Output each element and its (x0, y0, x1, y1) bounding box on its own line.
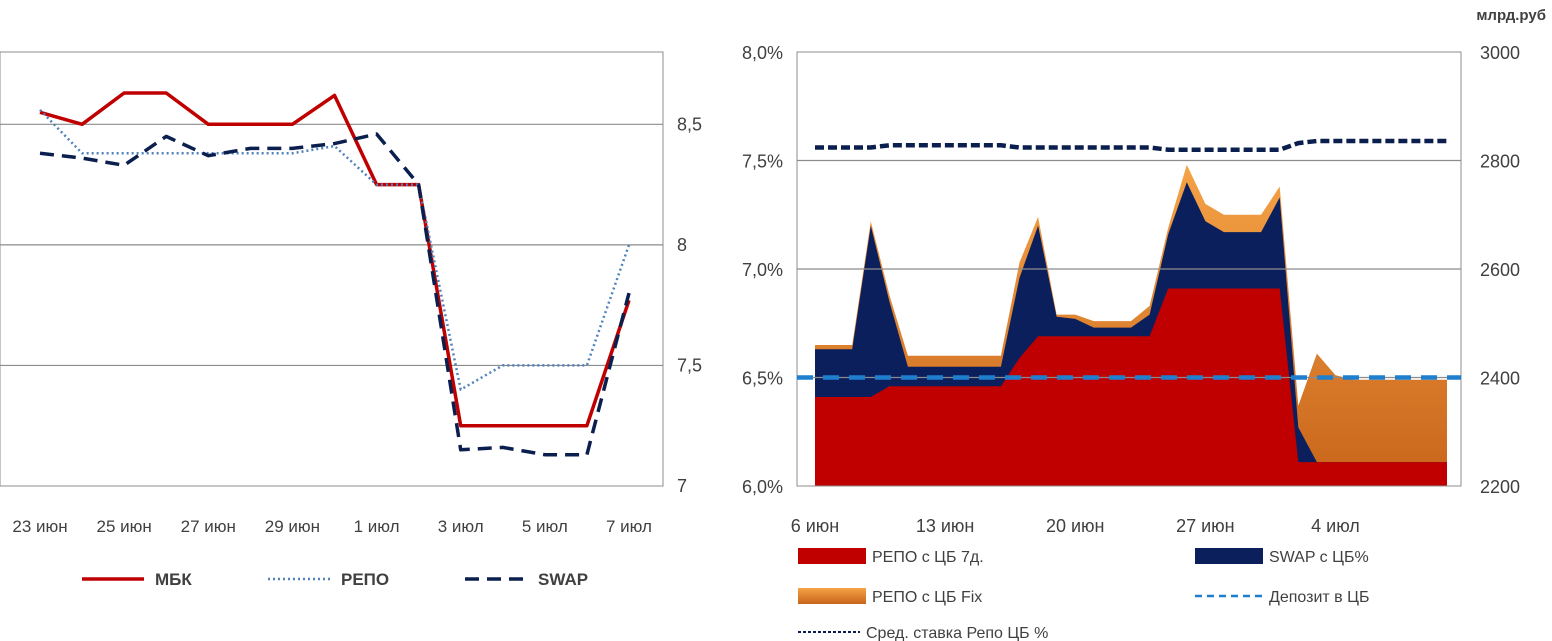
left-x-tick-label: 3 июл (438, 517, 484, 536)
right-y2-tick-label: 2400 (1480, 369, 1520, 389)
left-x-tick-label: 25 июн (97, 517, 152, 536)
right-x-tick-label: 4 июл (1311, 516, 1360, 536)
right-x-tick-label: 20 июн (1046, 516, 1105, 536)
right-stacked-areas (815, 164, 1447, 487)
left-legend-label: SWAP (538, 570, 588, 589)
left-gridlines (0, 123, 663, 367)
right-area-repo-7d (815, 288, 1447, 486)
right-legend-label: SWAP с ЦБ% (1269, 549, 1369, 566)
right-x-tick-label: 13 июн (916, 516, 975, 536)
right-legend-label: РЕПО с ЦБ 7д. (872, 549, 984, 566)
right-y2-tick-label: 2200 (1480, 477, 1520, 497)
right-legend-label: Сред. ставка Репо ЦБ % (866, 625, 1048, 641)
right-y-tick-label: 6,0% (742, 477, 783, 497)
right-y-tick-label: 7,5% (742, 152, 783, 172)
left-plot-area (0, 51, 664, 487)
left-y-tick-label: 8 (677, 235, 687, 255)
right-x-tick-label: 6 июн (791, 516, 840, 536)
left-legend-label: МБК (155, 570, 192, 589)
left-y-tick-label: 7,5 (677, 355, 702, 375)
right-legend-swatch (798, 588, 866, 604)
left-legend-label: РЕПО (341, 570, 389, 589)
right-y2-tick-label: 2800 (1480, 152, 1520, 172)
right-x-tick-label: 27 июн (1176, 516, 1235, 536)
left-y-tick-label: 7 (677, 476, 687, 496)
left-x-tick-label: 27 июн (181, 517, 236, 536)
right-legend-label: РЕПО с ЦБ Fix (872, 589, 982, 606)
right-legend-label: Депозит в ЦБ (1269, 589, 1369, 606)
right-y-tick-label: 7,0% (742, 260, 783, 280)
left-y-tick-label: 8,5 (677, 114, 702, 134)
right-x-tick-labels: 6 июн 13 июн 20 июн 27 июн 4 июл (791, 516, 1360, 536)
right-legend-swatch (1195, 548, 1263, 564)
left-x-tick-label: 29 июн (265, 517, 320, 536)
left-x-tick-labels: 23 июн 25 июн 27 июн 29 июн 1 июл 3 июл 5 июл 7… (12, 517, 652, 536)
right-y2-tick-label: 3000 (1480, 43, 1520, 63)
left-series-line-swap (39, 132, 631, 457)
right-legend: РЕПО с ЦБ 7д. SWAP с ЦБ% РЕПО с ЦБ Fix Депо… (798, 548, 1369, 641)
left-x-tick-label: 1 июл (354, 517, 400, 536)
right-chart: 6,0% 6,5% 7,0% 7,5% 8,0% 2200 2400 2600 2800 300… (742, 7, 1546, 641)
right-line-avg-repo (815, 138, 1447, 152)
right-series-lines (797, 138, 1461, 380)
left-chart: 7 7,5 8 8,5 23 июн 25 июн 27 июн 29 июн 1 июл 3 … (0, 51, 702, 589)
unit-label: млрд.руб (1476, 7, 1546, 24)
left-legend: МБК РЕПО SWAP (82, 570, 588, 589)
left-x-tick-label: 7 июл (606, 517, 652, 536)
right-left-y-tick-labels: 6,0% 6,5% 7,0% 7,5% 8,0% (742, 43, 783, 497)
left-series-line-репо (39, 109, 631, 391)
right-right-y-tick-labels: 2200 2400 2600 2800 3000 (1480, 43, 1520, 497)
right-legend-swatch (798, 548, 866, 564)
right-y-tick-label: 6,5% (742, 369, 783, 389)
left-series-lines (39, 91, 631, 457)
left-x-tick-label: 23 июн (12, 517, 67, 536)
left-y-tick-labels: 7 7,5 8 8,5 (677, 114, 702, 496)
right-y2-tick-label: 2600 (1480, 260, 1520, 280)
left-series-line-мбк (39, 91, 631, 428)
left-x-tick-label: 5 июл (522, 517, 568, 536)
right-y-tick-label: 8,0% (742, 43, 783, 63)
